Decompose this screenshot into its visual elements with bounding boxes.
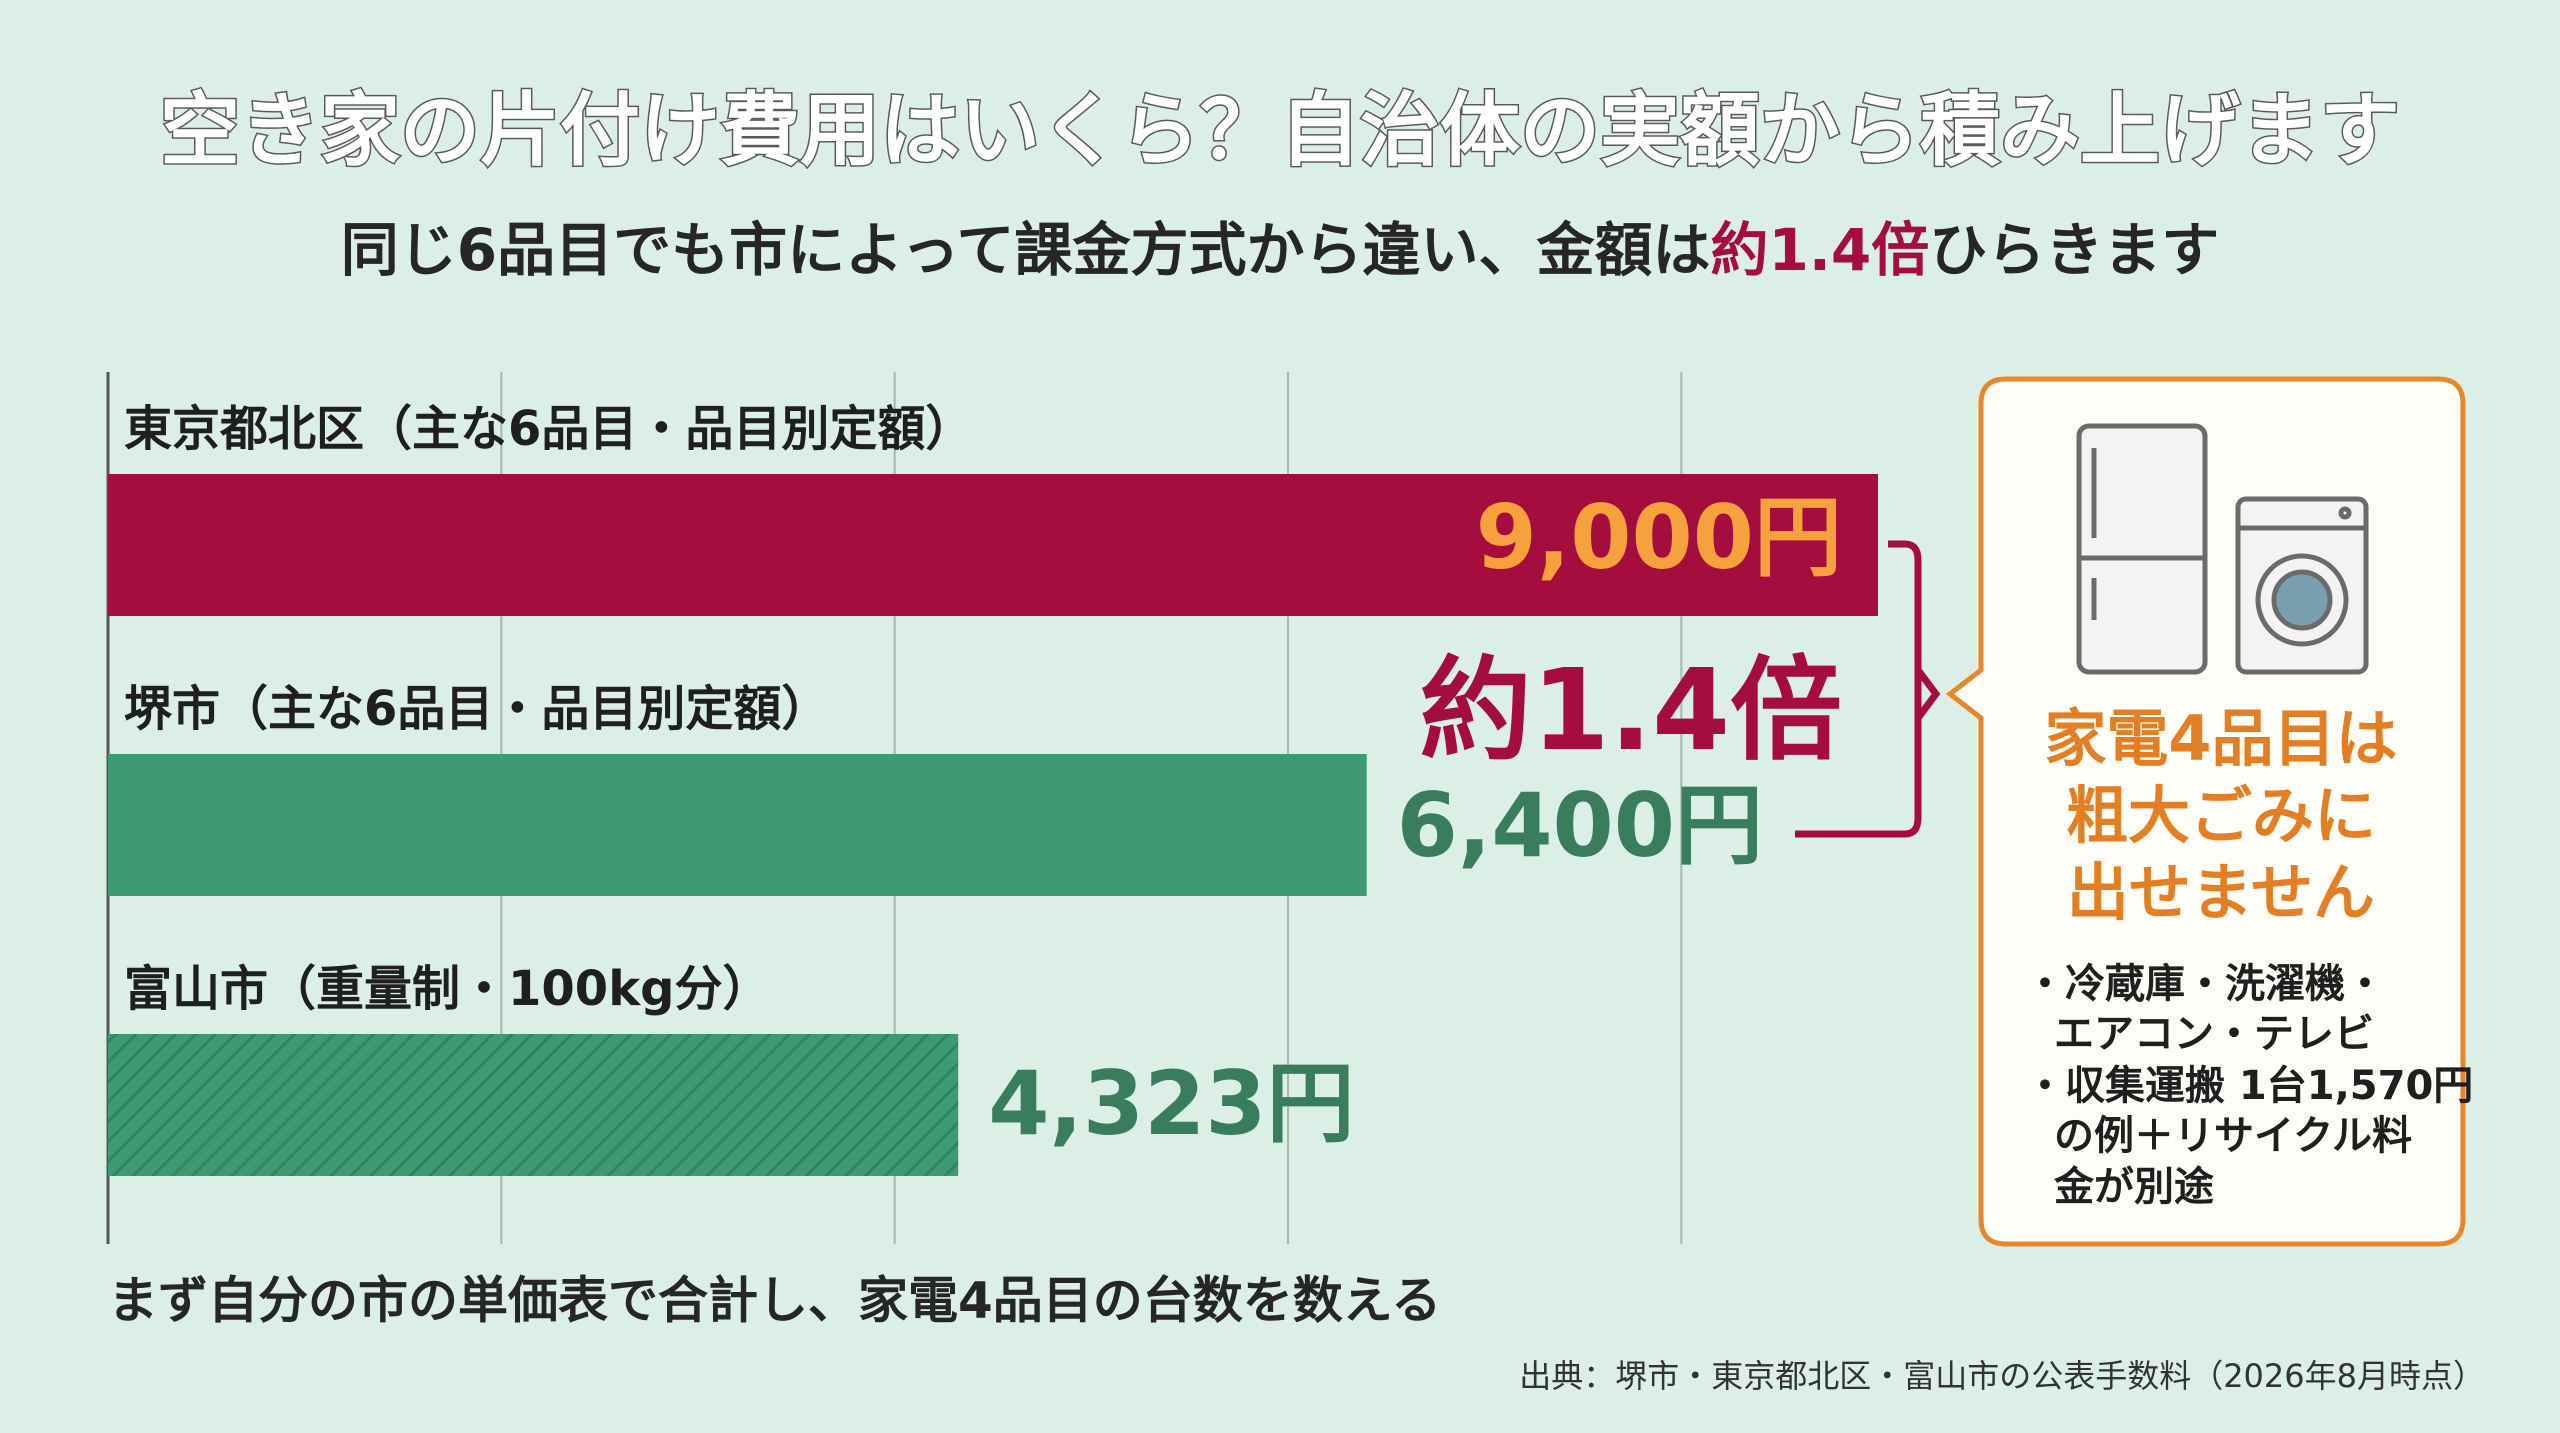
category-label: 富山市（重量制・100kg分） bbox=[124, 961, 770, 1017]
source: 出典：堺市・東京都北区・富山市の公表手数料（2026年8月時点） bbox=[1519, 1357, 2485, 1395]
chart-subtitle: 同じ6品目でも市によって課金方式から違い、金額は約1.4倍ひらきます bbox=[341, 216, 2219, 284]
callout-title: 出せません bbox=[2067, 856, 2375, 929]
callout-title: 粗大ごみに bbox=[2066, 779, 2376, 852]
callout-line: ・冷蔵庫・洗濯機・ bbox=[2025, 961, 2385, 1007]
subtitle-text: ひらきます bbox=[1929, 216, 2219, 284]
subtitle-highlight: 約1.4倍 bbox=[1710, 216, 1929, 284]
category-label: 東京都北区（主な6品目・品目別定額） bbox=[124, 401, 973, 457]
callout-line: エアコン・テレビ bbox=[2054, 1011, 2374, 1057]
callout-line: ・収集運搬 1台1,570円 bbox=[2025, 1063, 2473, 1109]
bracket bbox=[1795, 540, 1941, 838]
note: まず自分の市の単価表で合計し、家電4品目の台数を数える bbox=[108, 1272, 1441, 1330]
value-label: 4,323円 bbox=[988, 1052, 1354, 1155]
bar bbox=[108, 1034, 959, 1176]
bar bbox=[108, 754, 1367, 896]
appliance-icons bbox=[2076, 423, 2369, 675]
callout-line: 金が別途 bbox=[2053, 1164, 2214, 1210]
value-label: 9,000円 bbox=[1476, 486, 1842, 589]
value-label: 6,400円 bbox=[1397, 774, 1763, 877]
subtitle-text: 同じ6品目でも市によって課金方式から違い、金額は bbox=[341, 216, 1711, 284]
chart-title: 空き家の片付け費用はいくら？自治体の実額から積み上げます bbox=[160, 84, 2400, 177]
callout-title: 家電4品目は bbox=[2044, 702, 2397, 775]
bar bbox=[108, 474, 1878, 616]
annotation: 約1.4倍 bbox=[1420, 646, 1842, 776]
category-label: 堺市（主な6品目・品目別定額） bbox=[124, 681, 829, 737]
callout-line: の例＋リサイクル料 bbox=[2054, 1113, 2412, 1159]
